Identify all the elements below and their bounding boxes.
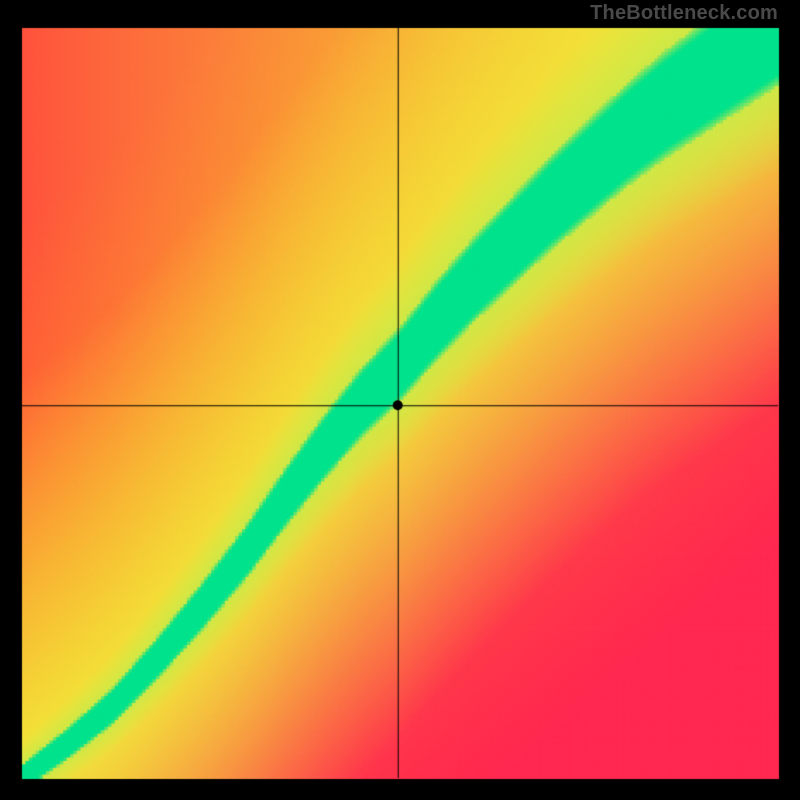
heatmap-canvas <box>0 0 800 800</box>
watermark-text: TheBottleneck.com <box>590 2 778 25</box>
